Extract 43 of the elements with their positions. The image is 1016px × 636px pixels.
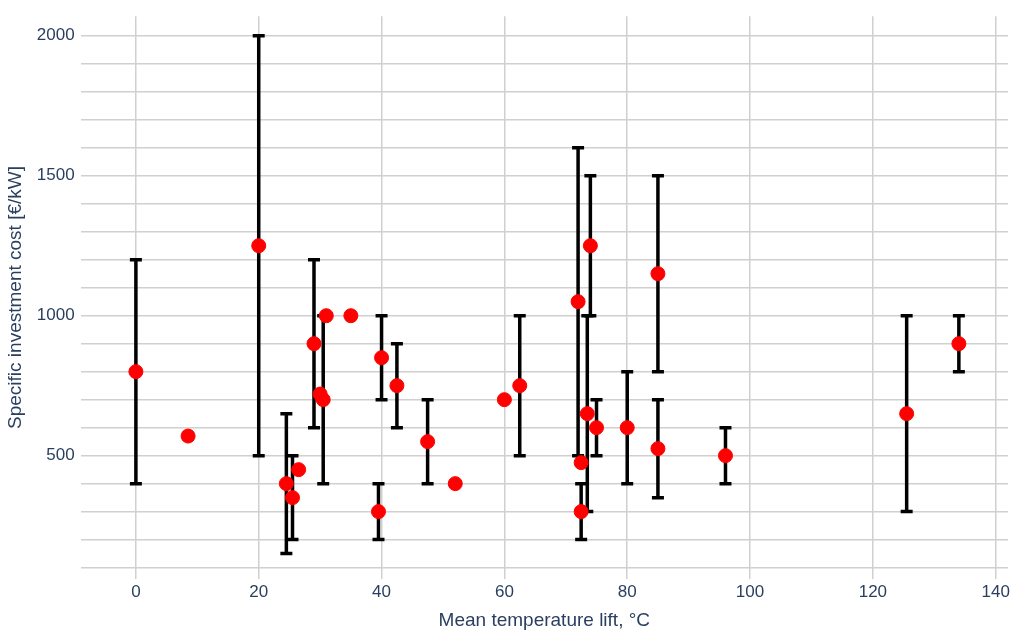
x-tick-label: 20 — [249, 581, 269, 601]
point — [251, 238, 267, 254]
point — [420, 434, 436, 450]
point — [899, 406, 915, 422]
y-tick-label: 2000 — [36, 25, 75, 45]
point — [717, 448, 733, 464]
x-tick-label: 100 — [735, 581, 765, 601]
point — [291, 462, 307, 478]
point — [318, 308, 334, 324]
point — [650, 266, 666, 282]
point — [619, 420, 635, 436]
point — [579, 406, 595, 422]
point — [573, 455, 589, 471]
point — [650, 441, 666, 457]
point — [582, 238, 598, 254]
x-tick-label: 60 — [494, 581, 514, 601]
point — [278, 476, 294, 492]
point — [374, 350, 390, 366]
point — [306, 336, 322, 352]
point — [447, 476, 463, 492]
point — [570, 294, 586, 310]
point — [389, 378, 405, 394]
y-tick-label: 1000 — [36, 305, 75, 325]
point — [370, 504, 386, 520]
point — [180, 428, 196, 444]
point — [951, 336, 967, 352]
point — [589, 420, 605, 436]
point — [343, 308, 359, 324]
y-tick-label: 500 — [46, 445, 75, 465]
x-tick-label: 80 — [617, 581, 637, 601]
x-axis-title: Mean temperature lift, °C — [438, 608, 651, 630]
y-axis-title: Specific investment cost [€/kW] — [3, 166, 25, 429]
point — [496, 392, 512, 408]
point — [128, 364, 144, 380]
x-tick-label: 40 — [372, 581, 392, 601]
x-tick-label: 0 — [131, 581, 141, 601]
x-tick-label: 120 — [858, 581, 888, 601]
x-tick-label: 140 — [981, 581, 1010, 601]
y-tick-label: 1500 — [36, 165, 75, 185]
point — [315, 392, 331, 408]
point — [285, 490, 300, 506]
point — [512, 378, 528, 394]
point — [573, 504, 589, 520]
